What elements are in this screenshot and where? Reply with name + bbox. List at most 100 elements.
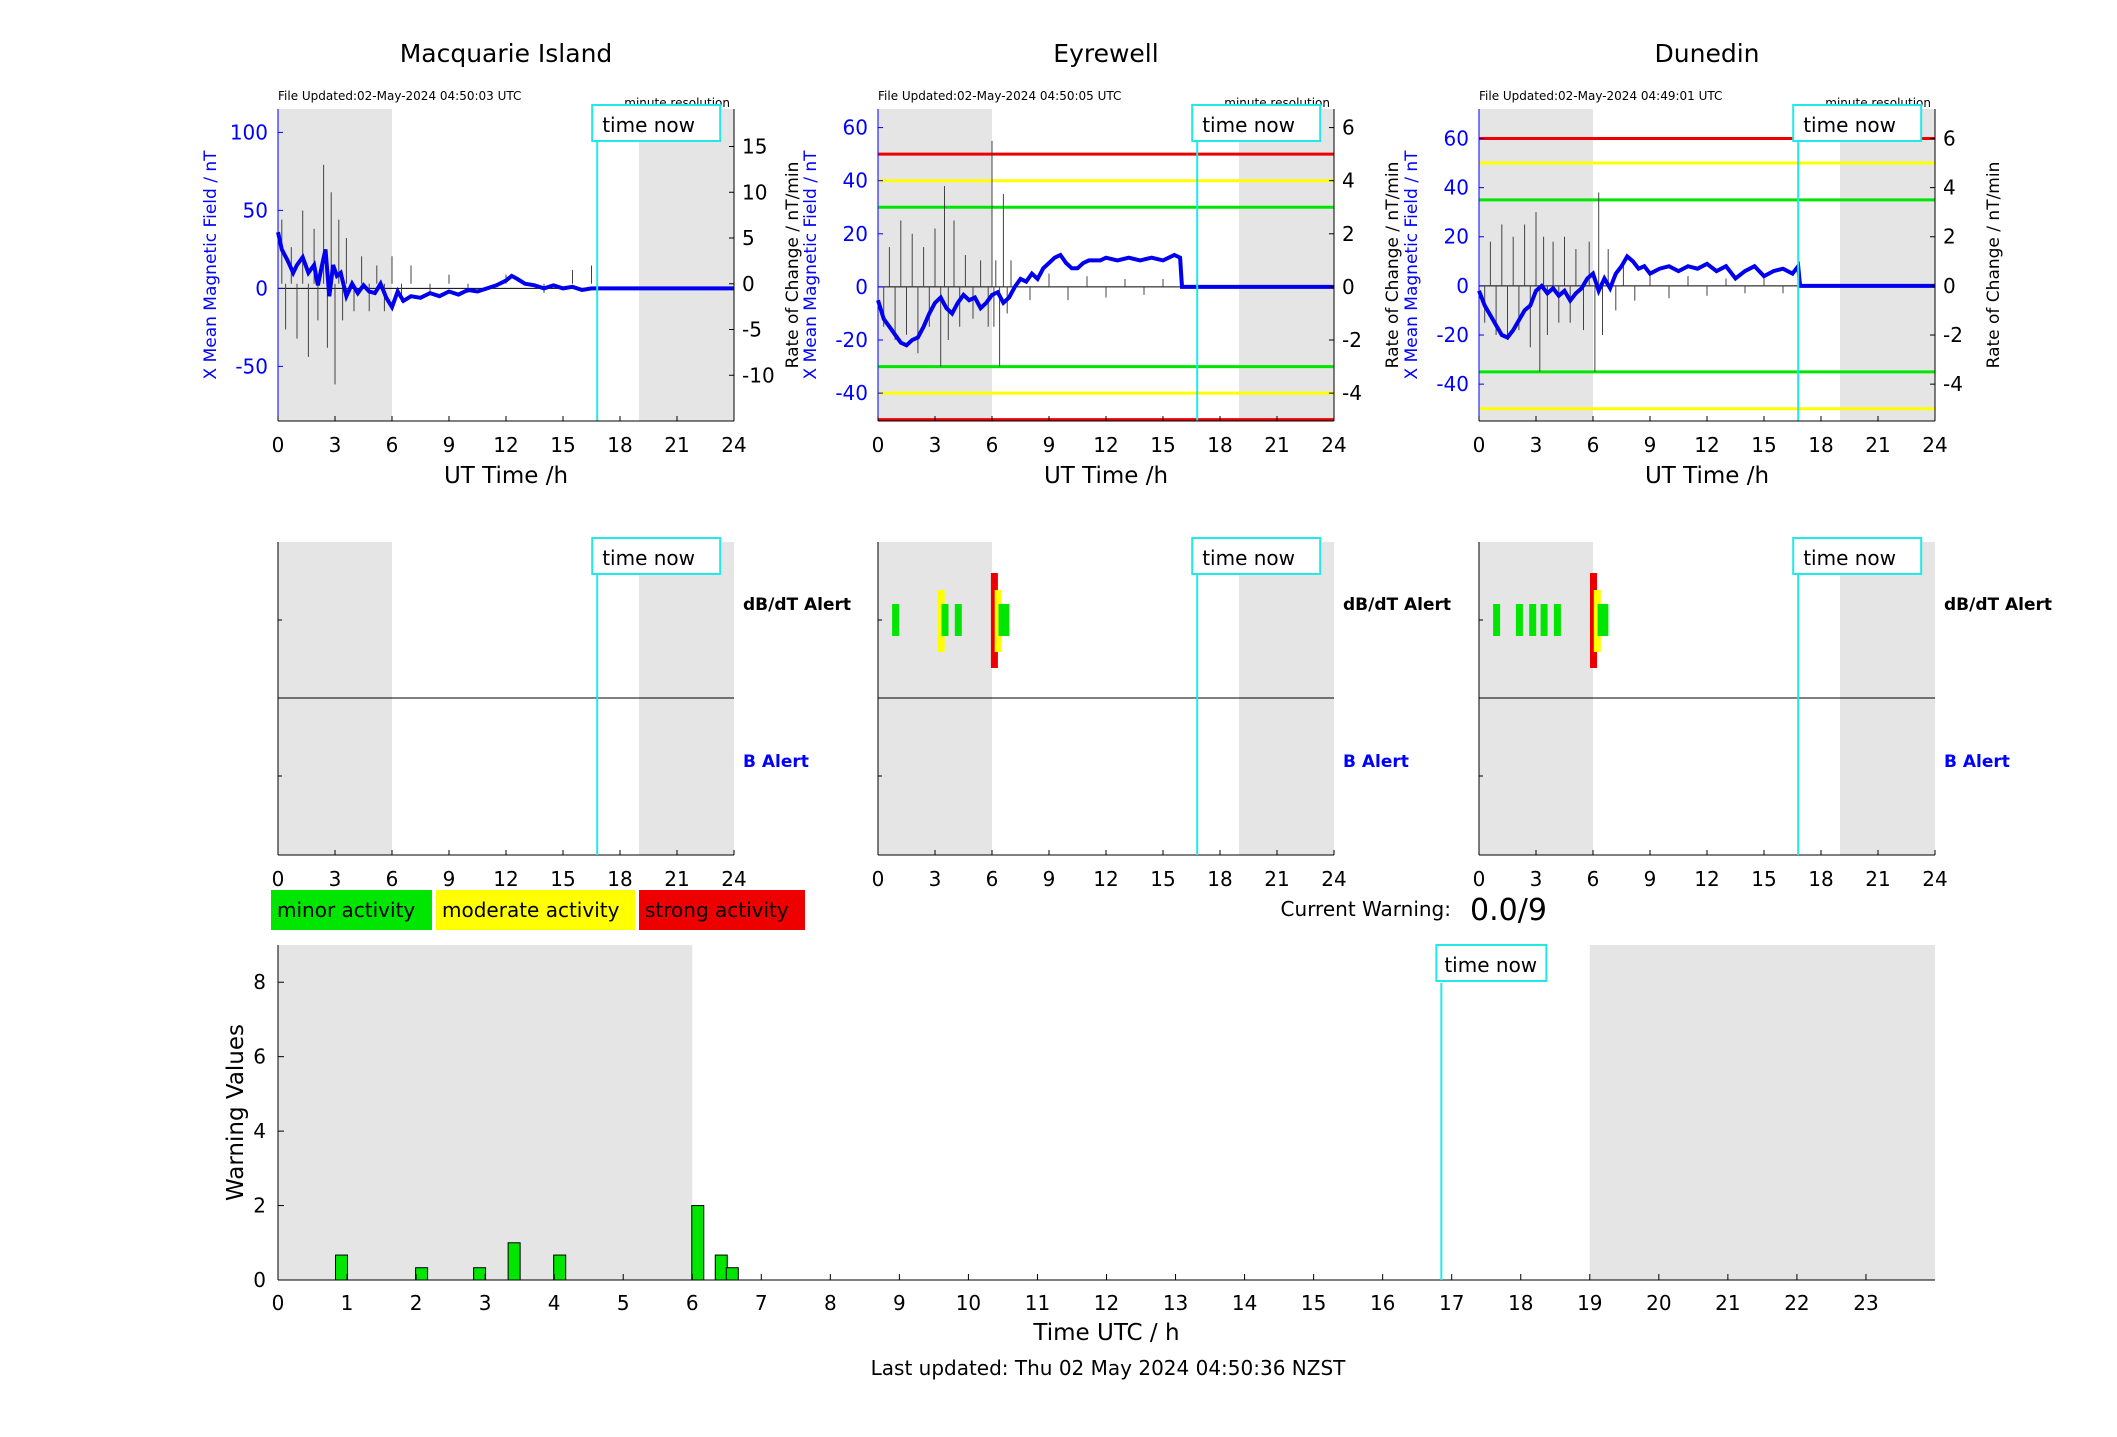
x-tick-label: 20 <box>1646 1291 1671 1315</box>
y-tick-label-left: 100 <box>230 120 268 144</box>
y-tick-label-right: -4 <box>1943 372 1963 396</box>
station-panel-3: Dunedin File Updated:02-May-2024 04:49:01… <box>1402 39 2052 891</box>
x-tick-label: 4 <box>548 1291 561 1315</box>
x-tick-label: 5 <box>617 1291 630 1315</box>
y-tick-label-right: 6 <box>1943 126 1956 150</box>
night-band <box>639 109 734 421</box>
y-tick-label-left: 40 <box>843 169 868 193</box>
y-tick-label: 0 <box>253 1268 266 1292</box>
warning-bar <box>714 1254 728 1281</box>
y-tick-label-left: -40 <box>835 381 868 405</box>
x-tick-label: 18 <box>1207 867 1232 891</box>
x-tick-label: 15 <box>1751 867 1776 891</box>
field-series-line <box>276 231 734 312</box>
y-tick-label-right: -10 <box>742 363 775 387</box>
dbdt-alert-mark <box>941 604 949 636</box>
dbdt-alert-mark <box>994 590 1002 652</box>
y-tick-label-right: 15 <box>742 135 767 159</box>
x-tick-label: 0 <box>872 867 885 891</box>
x-tick-label: 15 <box>1751 433 1776 457</box>
alert-dbdt-label: dB/dT Alert <box>1343 595 1451 615</box>
x-tick-label: 0 <box>1473 867 1486 891</box>
time-now-box <box>1435 944 1548 982</box>
y-tick-label-right: -2 <box>1943 323 1963 347</box>
x-tick-label: 15 <box>550 433 575 457</box>
y-tick-label-right: 10 <box>742 180 767 204</box>
dbdt-alert-mark <box>1002 604 1010 636</box>
x-tick-label: 6 <box>986 867 999 891</box>
time-now-label: time now <box>1803 113 1896 137</box>
x-tick-label: 0 <box>272 433 285 457</box>
x-tick-label: 18 <box>607 867 632 891</box>
x-tick-label: 11 <box>1025 1291 1050 1315</box>
y-tick-label-left: 0 <box>1456 274 1469 298</box>
y-axis-label-right: Rate of Change / nT/min <box>1984 162 2004 369</box>
alert-b-label: B Alert <box>1944 752 2010 772</box>
station-title: Eyrewell <box>1053 39 1158 68</box>
alert-b-label: B Alert <box>743 752 809 772</box>
x-tick-label: 18 <box>1808 867 1833 891</box>
warning-bar <box>415 1267 429 1281</box>
dbdt-alert-mark <box>1593 590 1601 652</box>
field-series-line <box>876 252 1334 348</box>
time-now-box <box>1792 537 1923 575</box>
station-title: Dunedin <box>1655 39 1760 68</box>
y-tick-label: 8 <box>253 970 266 994</box>
y-tick-label-left: -50 <box>235 354 268 378</box>
station-panel-2: Eyrewell File Updated:02-May-2024 04:50:0… <box>801 39 1451 891</box>
x-tick-label: 15 <box>1301 1291 1326 1315</box>
x-tick-label: 0 <box>272 1291 285 1315</box>
dbdt-alert-mark <box>990 573 998 668</box>
dbdt-alert-mark <box>1553 604 1561 636</box>
y-tick-label-left: 60 <box>843 116 868 140</box>
y-tick-label-left: 60 <box>1444 126 1469 150</box>
x-tick-label: 24 <box>721 433 746 457</box>
x-tick-label: 3 <box>479 1291 492 1315</box>
y-tick-label-left: 0 <box>255 276 268 300</box>
x-tick-label: 6 <box>1587 867 1600 891</box>
x-tick-label: 10 <box>956 1291 981 1315</box>
dbdt-alert-mark <box>1493 604 1501 636</box>
y-tick-label-right: 5 <box>742 226 755 250</box>
x-tick-label: 2 <box>410 1291 423 1315</box>
legend-swatch <box>639 890 805 930</box>
x-tick-label: 0 <box>1473 433 1486 457</box>
x-tick-label: 6 <box>386 433 399 457</box>
time-now-box <box>1792 104 1923 142</box>
x-tick-label: 18 <box>1808 433 1833 457</box>
x-tick-label: 21 <box>1264 867 1289 891</box>
y-tick-label-right: 0 <box>1943 274 1956 298</box>
x-tick-label: 16 <box>1370 1291 1395 1315</box>
x-tick-label: 3 <box>929 433 942 457</box>
x-tick-label: 21 <box>664 867 689 891</box>
y-tick-label-right: 0 <box>1342 275 1355 299</box>
warning-bar <box>507 1242 521 1281</box>
current-warning-label: Current Warning: <box>1281 897 1451 921</box>
current-warning-value: 0.0/9 <box>1470 893 1547 928</box>
x-tick-label: 17 <box>1439 1291 1464 1315</box>
y-tick-label-right: 0 <box>742 272 755 296</box>
x-tick-label: 9 <box>443 433 456 457</box>
y-tick-label-right: -5 <box>742 318 762 342</box>
x-axis-label: Time UTC / h <box>1032 1320 1179 1346</box>
y-tick-label-right: 2 <box>1342 222 1355 246</box>
x-tick-label: 15 <box>1150 867 1175 891</box>
dbdt-alert-mark <box>937 590 945 652</box>
y-tick-label-left: 50 <box>243 198 268 222</box>
y-tick-label: 4 <box>253 1119 266 1143</box>
dbdt-alert-mark <box>1601 604 1609 636</box>
x-tick-label: 21 <box>1865 433 1890 457</box>
x-tick-label: 6 <box>986 433 999 457</box>
legend-label: minor activity <box>277 898 415 922</box>
x-tick-label: 21 <box>664 433 689 457</box>
y-tick-label-left: 20 <box>1444 225 1469 249</box>
warning-bar <box>335 1254 349 1281</box>
last-updated-footer: Last updated: Thu 02 May 2024 04:50:36 N… <box>871 1356 1347 1380</box>
y-tick-label-left: 20 <box>843 222 868 246</box>
x-tick-label: 1 <box>341 1291 354 1315</box>
y-axis-label-right: Rate of Change / nT/min <box>783 162 803 369</box>
y-tick-label-right: 6 <box>1342 116 1355 140</box>
night-band <box>1589 945 1935 1280</box>
field-series-line <box>1477 253 1935 340</box>
